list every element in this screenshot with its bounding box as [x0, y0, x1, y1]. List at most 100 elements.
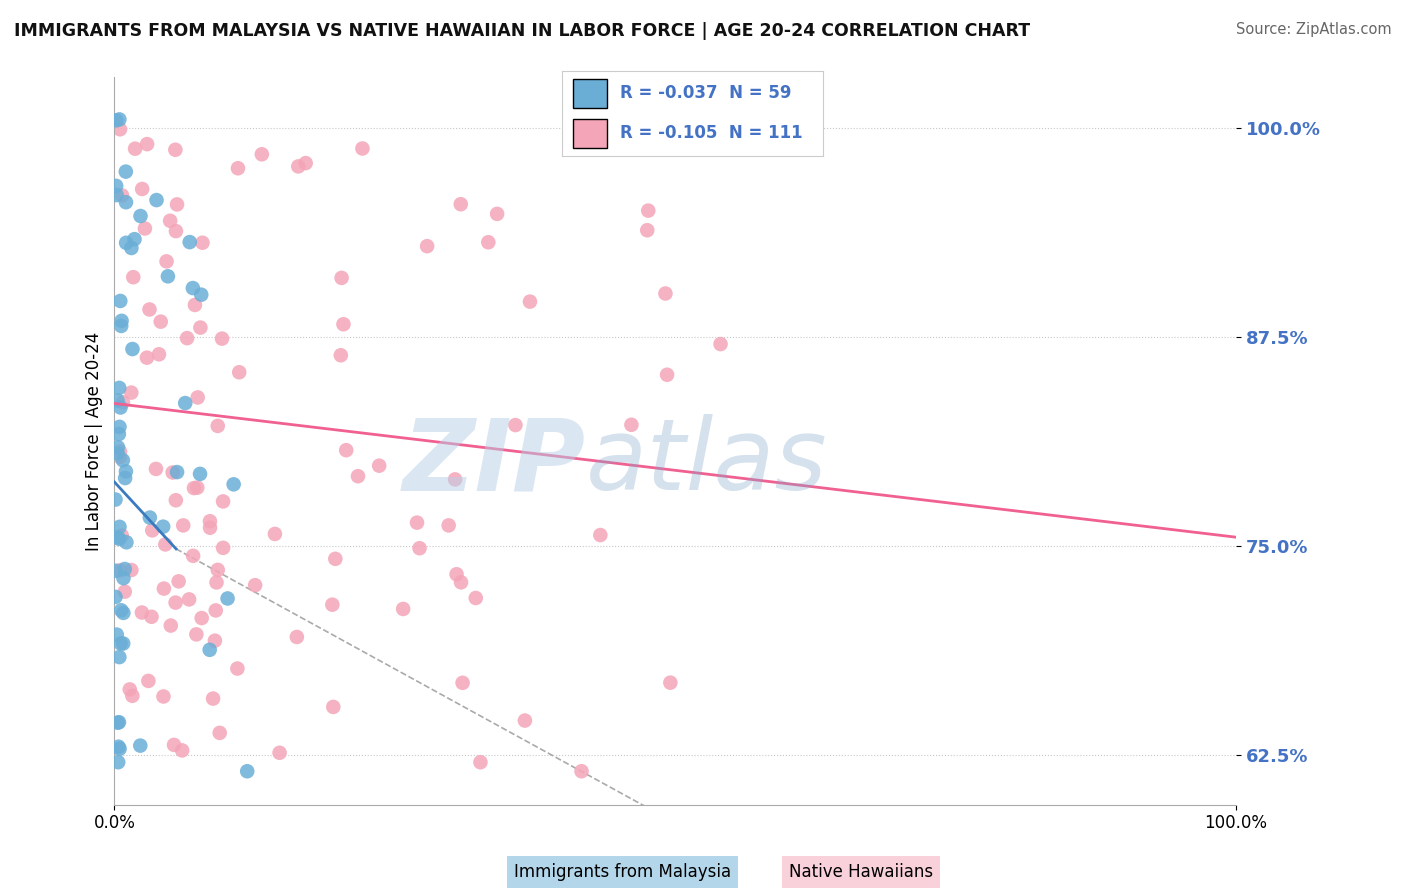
- Point: [519, 294, 541, 309]
- Point: [416, 239, 439, 253]
- Y-axis label: In Labor Force | Age 20-24: In Labor Force | Age 20-24: [86, 332, 103, 550]
- Point: [184, 298, 207, 312]
- Point: [138, 302, 160, 317]
- Point: [129, 209, 152, 223]
- Point: [110, 318, 132, 333]
- Point: [190, 611, 212, 625]
- Point: [505, 418, 527, 433]
- Point: [115, 464, 138, 478]
- Point: [486, 207, 509, 221]
- Point: [115, 235, 138, 250]
- Point: [165, 493, 187, 508]
- Point: [134, 221, 156, 235]
- Point: [654, 286, 676, 301]
- Point: [392, 602, 415, 616]
- Point: [115, 535, 138, 549]
- Point: [269, 746, 291, 760]
- Point: [186, 627, 208, 641]
- Text: IMMIGRANTS FROM MALAYSIA VS NATIVE HAWAIIAN IN LABOR FORCE | AGE 20-24 CORRELATI: IMMIGRANTS FROM MALAYSIA VS NATIVE HAWAI…: [14, 22, 1031, 40]
- Point: [477, 235, 499, 250]
- Point: [105, 178, 128, 193]
- FancyBboxPatch shape: [572, 79, 606, 108]
- Point: [108, 650, 131, 665]
- Point: [322, 699, 344, 714]
- Point: [408, 541, 430, 556]
- Point: [107, 440, 129, 454]
- Point: [124, 142, 146, 156]
- Point: [159, 214, 181, 228]
- Point: [636, 223, 658, 237]
- Point: [110, 293, 132, 308]
- Point: [226, 161, 249, 176]
- Point: [347, 469, 370, 483]
- Text: R = -0.105  N = 111: R = -0.105 N = 111: [620, 124, 803, 142]
- Point: [104, 564, 127, 578]
- Point: [198, 514, 221, 528]
- Point: [352, 141, 374, 155]
- Point: [112, 571, 135, 585]
- Point: [294, 156, 316, 170]
- Point: [620, 417, 643, 432]
- Point: [111, 188, 134, 202]
- Point: [172, 518, 194, 533]
- Point: [166, 465, 188, 479]
- Point: [444, 472, 467, 486]
- Point: [236, 764, 259, 779]
- Point: [226, 661, 249, 675]
- Point: [148, 347, 170, 361]
- Point: [177, 592, 200, 607]
- Point: [212, 541, 235, 555]
- Point: [451, 675, 474, 690]
- Point: [174, 396, 197, 410]
- Point: [287, 160, 309, 174]
- Point: [264, 527, 287, 541]
- Point: [285, 630, 308, 644]
- Point: [167, 574, 190, 589]
- Point: [108, 427, 131, 442]
- Point: [198, 642, 221, 657]
- Point: [110, 636, 132, 650]
- Point: [186, 481, 208, 495]
- Point: [156, 269, 179, 284]
- Point: [165, 143, 187, 157]
- Text: Immigrants from Malaysia: Immigrants from Malaysia: [513, 863, 731, 881]
- Point: [191, 235, 214, 250]
- Point: [165, 596, 187, 610]
- Point: [112, 636, 135, 650]
- Point: [104, 590, 127, 604]
- Point: [183, 481, 205, 495]
- Point: [464, 591, 486, 605]
- Point: [108, 715, 131, 730]
- Point: [513, 714, 536, 728]
- Point: [228, 365, 250, 379]
- Point: [107, 739, 129, 754]
- Point: [202, 691, 225, 706]
- Text: Source: ZipAtlas.com: Source: ZipAtlas.com: [1236, 22, 1392, 37]
- Point: [120, 563, 142, 577]
- Point: [118, 682, 141, 697]
- Point: [105, 113, 128, 128]
- Point: [145, 193, 167, 207]
- Point: [637, 203, 659, 218]
- Point: [131, 606, 153, 620]
- Point: [138, 673, 160, 688]
- Point: [107, 393, 129, 408]
- Point: [111, 529, 134, 543]
- Point: [135, 351, 157, 365]
- Point: [198, 521, 221, 535]
- Point: [141, 524, 163, 538]
- Point: [121, 689, 143, 703]
- Point: [108, 520, 131, 534]
- Point: [205, 575, 228, 590]
- Point: [332, 318, 354, 332]
- Point: [172, 743, 194, 757]
- Point: [163, 738, 186, 752]
- Point: [120, 241, 142, 255]
- Point: [108, 563, 131, 577]
- Point: [450, 575, 472, 590]
- Point: [131, 182, 153, 196]
- Point: [222, 477, 245, 491]
- Point: [139, 510, 162, 524]
- Point: [335, 443, 357, 458]
- Point: [108, 450, 131, 464]
